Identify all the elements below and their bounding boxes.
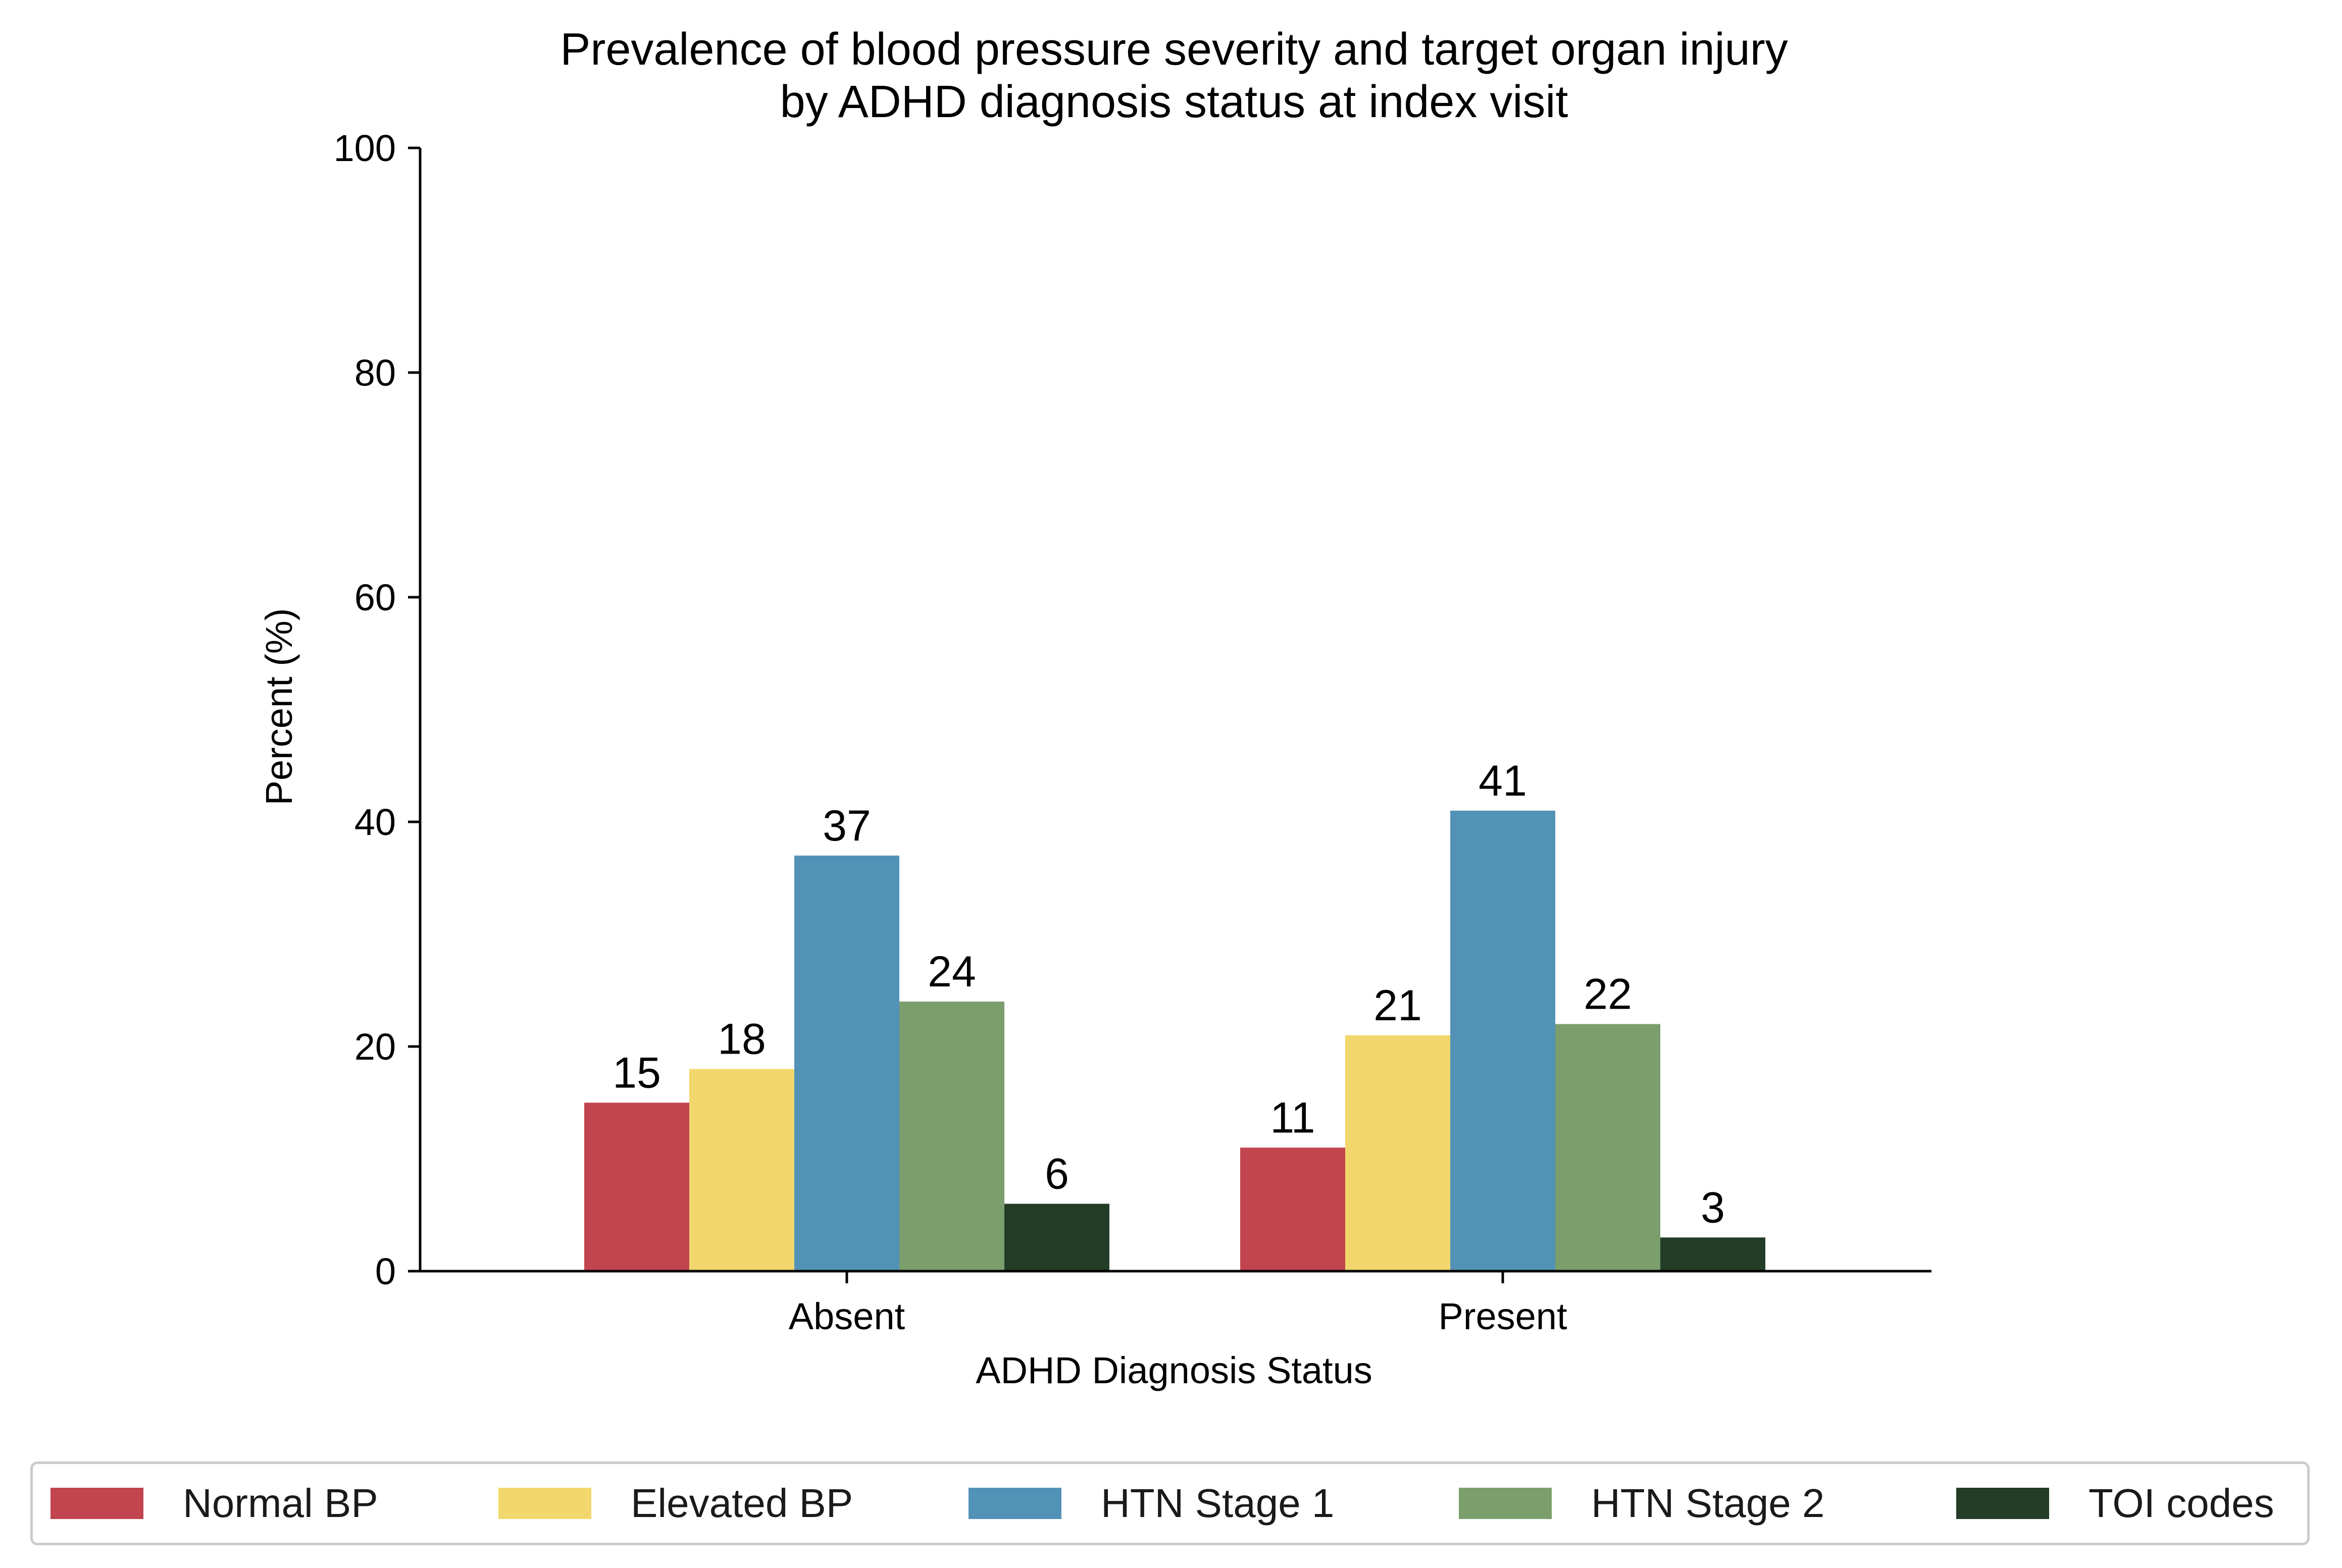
- bar: [584, 1103, 689, 1271]
- bar: [1660, 1237, 1765, 1271]
- legend-label: TOI codes: [2089, 1481, 2274, 1526]
- chart-title-line-2: by ADHD diagnosis status at index visit: [780, 77, 1568, 127]
- y-axis-ticks: 0 20 40 60 80 100: [334, 127, 420, 1292]
- legend-item: HTN Stage 1: [969, 1464, 1334, 1543]
- data-label: 22: [1584, 970, 1632, 1019]
- bar: [1345, 1035, 1450, 1271]
- legend-label: Normal BP: [183, 1481, 378, 1526]
- y-tick-label: 0: [375, 1250, 396, 1292]
- legend-item: Normal BP: [50, 1464, 378, 1543]
- axes: [419, 148, 1931, 1273]
- bar: [1240, 1147, 1345, 1271]
- legend-item: HTN Stage 2: [1459, 1464, 1824, 1543]
- legend-item: Elevated BP: [498, 1464, 853, 1543]
- data-label: 21: [1373, 981, 1422, 1030]
- legend-label: Elevated BP: [631, 1481, 853, 1526]
- data-label: 3: [1701, 1183, 1725, 1232]
- x-tick-label: Absent: [789, 1295, 905, 1337]
- bar: [1450, 810, 1555, 1271]
- y-tick-label: 40: [354, 801, 396, 843]
- y-tick-label: 60: [354, 577, 396, 618]
- legend: Normal BP Elevated BP HTN Stage 1 HTN Stage…: [30, 1461, 2310, 1545]
- y-tick-label: 100: [334, 127, 396, 169]
- y-axis-label: Percent (%): [258, 608, 300, 806]
- legend-label: HTN Stage 2: [1591, 1481, 1825, 1526]
- bar: [794, 855, 899, 1271]
- bars: [584, 810, 1765, 1271]
- legend-swatch: [1459, 1488, 1552, 1519]
- legend-swatch: [969, 1488, 1061, 1519]
- legend-swatch: [50, 1488, 143, 1519]
- bar: [899, 1002, 1004, 1271]
- chart-title-line-1: Prevalence of blood pressure severity an…: [560, 24, 1788, 75]
- data-label: 11: [1270, 1093, 1315, 1142]
- legend-label: HTN Stage 1: [1101, 1481, 1335, 1526]
- data-label: 18: [718, 1015, 766, 1064]
- chart-title: Prevalence of blood pressure severity an…: [560, 24, 1788, 127]
- data-label: 6: [1045, 1150, 1069, 1198]
- legend-swatch: [1956, 1488, 2049, 1519]
- bar: [1004, 1204, 1109, 1271]
- legend-swatch: [498, 1488, 591, 1519]
- bar: [1555, 1024, 1660, 1271]
- x-axis-ticks: Absent Present: [789, 1271, 1567, 1337]
- data-labels: 15 11 18 21 37 41 24 22 6 3: [613, 757, 1725, 1232]
- x-axis-label: ADHD Diagnosis Status: [976, 1349, 1372, 1391]
- data-label: 37: [823, 802, 871, 850]
- data-label: 24: [928, 948, 976, 996]
- bar: [689, 1069, 794, 1271]
- legend-item: TOI codes: [1956, 1464, 2274, 1543]
- y-tick-label: 20: [354, 1026, 396, 1068]
- y-tick-label: 80: [354, 352, 396, 394]
- data-label: 41: [1479, 757, 1527, 805]
- data-label: 15: [613, 1049, 661, 1097]
- x-tick-label: Present: [1438, 1295, 1567, 1337]
